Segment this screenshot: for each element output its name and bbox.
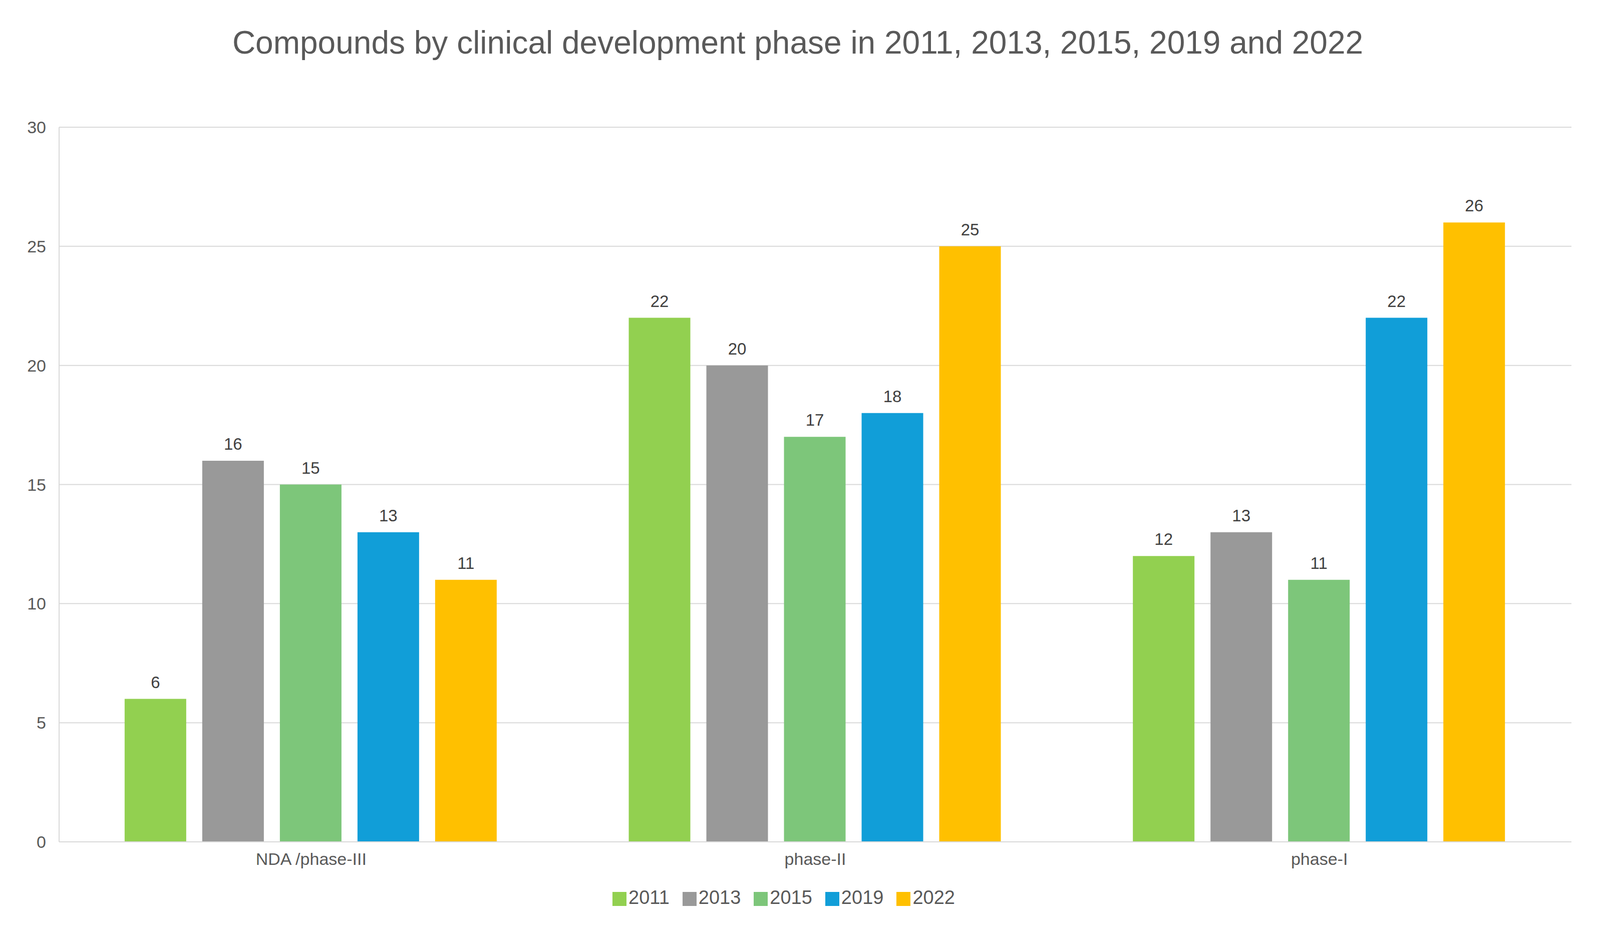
svg-text:22: 22 <box>1387 291 1406 311</box>
svg-text:20: 20 <box>728 339 747 359</box>
svg-text:12: 12 <box>1154 529 1173 549</box>
svg-text:6: 6 <box>150 673 160 692</box>
svg-text:25: 25 <box>27 236 47 256</box>
svg-text:NDA /phase-III: NDA /phase-III <box>255 849 367 869</box>
svg-text:15: 15 <box>27 475 47 495</box>
svg-text:22: 22 <box>650 291 670 311</box>
svg-text:11: 11 <box>457 553 475 573</box>
svg-text:13: 13 <box>1231 506 1251 525</box>
html-text:2015: 2015 <box>769 886 813 908</box>
html-text:2011: 2011 <box>628 886 670 908</box>
html-text:2013: 2013 <box>698 886 741 908</box>
svg-text:11: 11 <box>1310 553 1328 573</box>
svg-text:10: 10 <box>27 593 47 613</box>
svg-text:26: 26 <box>1464 196 1484 215</box>
svg-text:25: 25 <box>961 220 980 239</box>
svg-text:phase-II: phase-II <box>784 849 847 869</box>
svg-text:30: 30 <box>27 117 47 137</box>
svg-text:0: 0 <box>36 832 47 852</box>
html-text:2022: 2022 <box>912 886 955 908</box>
svg-text:16: 16 <box>223 434 243 454</box>
svg-text:15: 15 <box>301 458 320 478</box>
svg-text:20: 20 <box>27 356 47 376</box>
svg-text:phase-I: phase-I <box>1291 849 1348 869</box>
svg-text:17: 17 <box>805 410 825 430</box>
svg-text:5: 5 <box>36 713 47 733</box>
svg-text:18: 18 <box>883 387 902 406</box>
svg-text:13: 13 <box>379 506 398 525</box>
html-text:2019: 2019 <box>841 886 884 908</box>
html-text:Compounds by clinical developm: Compounds by clinical development phase … <box>232 24 1364 61</box>
